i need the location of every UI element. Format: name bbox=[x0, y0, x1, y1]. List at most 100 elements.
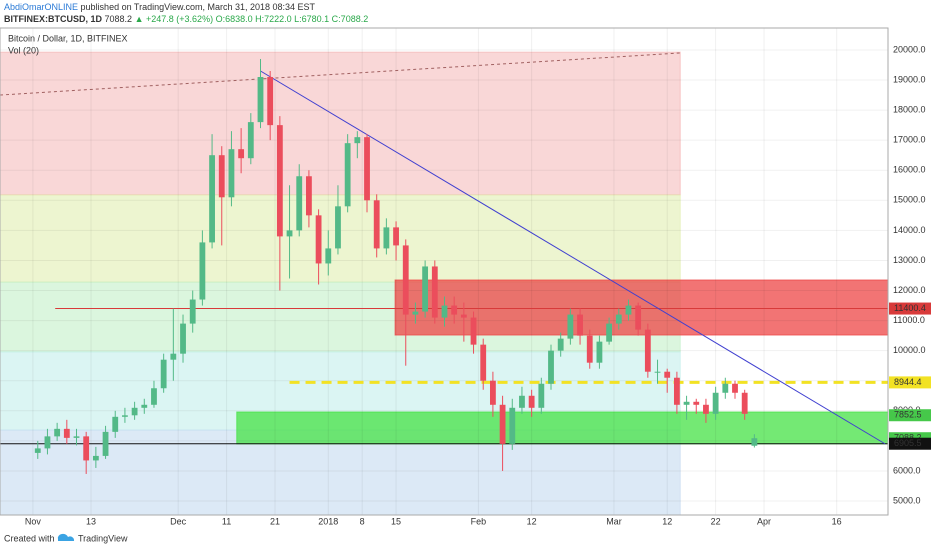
candle-body bbox=[54, 428, 61, 437]
x-tick-label: Feb bbox=[471, 516, 487, 526]
candle-body bbox=[131, 407, 138, 416]
candle-body bbox=[509, 407, 516, 444]
price-tag-label: 7852.5 bbox=[894, 410, 922, 420]
author[interactable]: AbdiOmarONLINE bbox=[4, 2, 78, 12]
x-tick-label: 22 bbox=[711, 516, 721, 526]
y-tick-label: 17000.0 bbox=[893, 135, 926, 145]
y-tick-label: 15000.0 bbox=[893, 195, 926, 205]
x-tick-label: Mar bbox=[606, 516, 622, 526]
candle-body bbox=[441, 305, 448, 318]
arrow: ▲ bbox=[135, 14, 144, 24]
candle-body bbox=[189, 299, 196, 324]
candle-body bbox=[470, 317, 477, 345]
candle-body bbox=[538, 383, 545, 408]
price-tag-label: 8944.4 bbox=[894, 377, 922, 387]
x-tick-label: 21 bbox=[270, 516, 280, 526]
candle-body bbox=[451, 305, 458, 315]
trend-line bbox=[260, 70, 886, 445]
candle-body bbox=[586, 335, 593, 363]
header-line: AbdiOmarONLINE published on TradingView.… bbox=[4, 2, 316, 12]
candle-body bbox=[383, 227, 390, 249]
candle-body bbox=[209, 155, 215, 243]
candle-body bbox=[519, 395, 525, 408]
candle-body bbox=[722, 383, 729, 393]
candle-body bbox=[499, 404, 506, 444]
zone bbox=[236, 411, 889, 445]
x-tick-label: 2018 bbox=[318, 516, 338, 526]
candle-body bbox=[364, 137, 370, 201]
candle-body bbox=[151, 388, 157, 405]
x-tick-label: 15 bbox=[391, 516, 401, 526]
candle-body bbox=[180, 323, 186, 354]
y-tick-label: 13000.0 bbox=[893, 255, 926, 265]
price-tag bbox=[889, 302, 931, 315]
candle-body bbox=[422, 266, 429, 312]
candle-body bbox=[112, 416, 119, 432]
candle-body bbox=[238, 149, 245, 159]
price-tag-label: 7088.2 bbox=[894, 433, 922, 443]
candle-body bbox=[654, 371, 661, 373]
footer-text: Created with bbox=[4, 533, 55, 543]
candle-body bbox=[141, 404, 148, 408]
published: published on TradingView.com, March 31, … bbox=[81, 2, 316, 12]
candle-body bbox=[412, 311, 419, 315]
price-tag bbox=[889, 437, 931, 450]
candle-body bbox=[73, 436, 80, 438]
candle-body bbox=[122, 415, 128, 417]
candle-body bbox=[92, 455, 99, 461]
y-tick-label: 12000.0 bbox=[893, 285, 926, 295]
symbol: BITFINEX:BTCUSD, 1D bbox=[4, 14, 103, 24]
candle-body bbox=[247, 122, 254, 159]
candle-body bbox=[44, 436, 51, 449]
candle-body bbox=[306, 176, 312, 216]
candle-body bbox=[83, 436, 90, 461]
candle-body bbox=[170, 353, 177, 360]
price-tag-label: 11400.4 bbox=[894, 303, 926, 313]
zone bbox=[394, 279, 889, 336]
x-tick-label: 16 bbox=[832, 516, 842, 526]
x-tick-label: 8 bbox=[360, 516, 365, 526]
candle-body bbox=[577, 314, 583, 336]
candle-body bbox=[325, 248, 332, 264]
candle-body bbox=[635, 305, 642, 330]
candle-body bbox=[160, 359, 167, 389]
candle-body bbox=[480, 344, 487, 381]
candle-body bbox=[548, 350, 554, 384]
x-tick-label: Dec bbox=[170, 516, 187, 526]
candle-body bbox=[335, 206, 341, 249]
x-tick-label: 13 bbox=[86, 516, 96, 526]
candle-body bbox=[228, 149, 235, 198]
quote-line: BITFINEX:BTCUSD, 1D 7088.2 ▲ +247.8 (+3.… bbox=[4, 14, 368, 24]
price-tag bbox=[889, 376, 931, 389]
subtitle: Vol (20) bbox=[8, 45, 39, 55]
candle-body bbox=[741, 392, 748, 414]
x-tick-label: Nov bbox=[25, 516, 42, 526]
candle-body bbox=[703, 404, 709, 414]
zone bbox=[0, 51, 681, 196]
candle-body bbox=[683, 401, 690, 405]
candle-body bbox=[615, 314, 622, 324]
candle-body bbox=[606, 323, 613, 342]
chart-title: Bitcoin / Dollar, 1D, BITFINEX bbox=[8, 33, 128, 43]
candle-body bbox=[625, 305, 632, 315]
candle-body bbox=[34, 448, 41, 453]
candle-body bbox=[102, 431, 109, 456]
candle-body bbox=[431, 266, 438, 318]
candle-body bbox=[315, 215, 322, 264]
y-tick-label: 19000.0 bbox=[893, 74, 926, 84]
plot-frame bbox=[0, 27, 889, 516]
candle-body bbox=[751, 438, 758, 446]
last: 7088.2 bbox=[105, 14, 133, 24]
footer-brand[interactable]: TradingView bbox=[78, 533, 128, 543]
price-tag-label: 6905.5 bbox=[894, 438, 922, 448]
candle-body bbox=[693, 401, 700, 405]
y-tick-label: 10000.0 bbox=[893, 345, 926, 355]
candle-body bbox=[567, 314, 574, 339]
candle-body bbox=[354, 137, 361, 144]
candle-body bbox=[460, 314, 467, 318]
price-tag bbox=[889, 409, 931, 422]
candle-body bbox=[557, 338, 564, 351]
candle-body bbox=[276, 125, 283, 237]
logo bbox=[57, 533, 75, 541]
